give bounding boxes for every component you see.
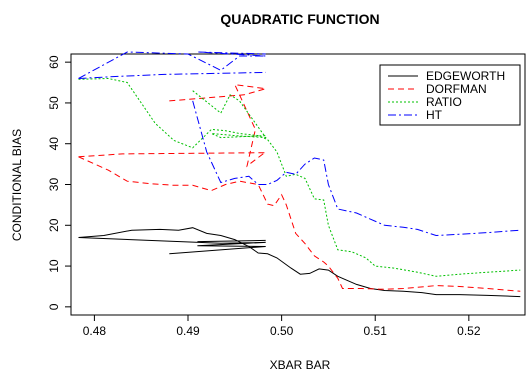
- series-line-edgeworth: [78, 227, 521, 298]
- series-line-ht: [78, 71, 266, 79]
- y-axis-label: CONDITIONAL BIAS: [10, 129, 24, 241]
- series-line-ratio: [78, 77, 521, 277]
- chart-title: QUADRATIC FUNCTION: [220, 11, 379, 27]
- series-line-edgeworth-segment-1: [78, 237, 266, 255]
- y-tick-label: 0: [47, 303, 61, 310]
- series-line-edgeworth-segment-2: [197, 239, 266, 243]
- x-tick-label: 0.52: [457, 324, 481, 338]
- y-tick-label: 40: [47, 137, 61, 151]
- series-line-dorfman: [78, 156, 521, 292]
- y-tick-label: 20: [47, 218, 61, 232]
- x-tick-label: 0.50: [270, 324, 294, 338]
- x-tick-label: 0.51: [364, 324, 388, 338]
- series-line-ht-segment-1: [78, 51, 266, 79]
- y-tick-label: 10: [47, 259, 61, 273]
- y-tick-label: 30: [47, 178, 61, 192]
- series-layer: [78, 51, 521, 298]
- series-line-ratio-segment-1: [192, 90, 267, 139]
- legend-label-edgeworth: EDGEWORTH: [426, 69, 505, 83]
- x-axis-label: XBAR BAR: [270, 358, 331, 372]
- legend-label-ratio: RATIO: [426, 95, 462, 109]
- legend-label-ht: HT: [426, 108, 443, 122]
- y-tick-label: 50: [47, 96, 61, 110]
- series-line-dorfman-segment-2: [169, 83, 267, 168]
- legend-label-dorfman: DORFMAN: [426, 82, 487, 96]
- y-axis: 0 10 20 30 40 50 60: [47, 55, 71, 310]
- y-tick-label: 60: [47, 55, 61, 69]
- x-tick-label: 0.48: [83, 324, 107, 338]
- x-axis: 0.48 0.49 0.50 0.51 0.52: [83, 315, 481, 338]
- series-line-dorfman-segment-1: [78, 152, 266, 158]
- series-line-ht-segment-2: [192, 100, 521, 237]
- x-tick-label: 0.49: [176, 324, 200, 338]
- legend-box: [379, 64, 521, 126]
